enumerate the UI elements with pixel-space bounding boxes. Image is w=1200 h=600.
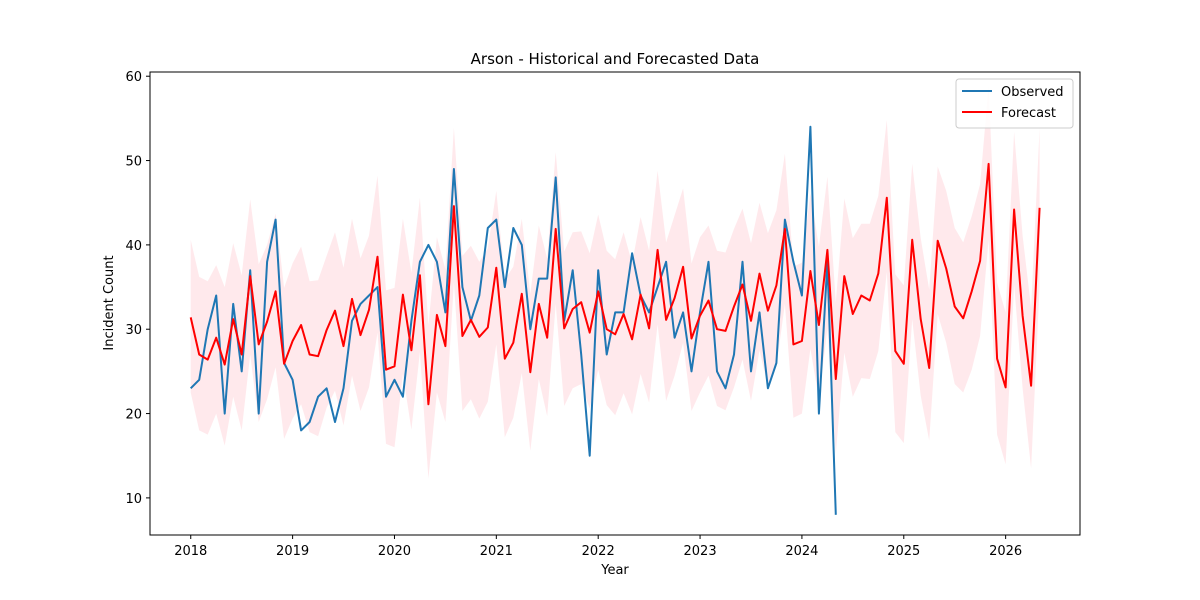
x-tick-label: 2026 — [989, 544, 1022, 559]
y-axis-label: Incident Count — [102, 255, 117, 350]
x-axis: 2018 2019 2020 2021 2022 2023 2024 2025 2026 — [174, 535, 1022, 559]
x-tick-label: 2023 — [684, 544, 717, 559]
x-tick-label: 2020 — [378, 544, 411, 559]
y-tick-label: 40 — [125, 239, 142, 254]
x-tick-label: 2018 — [174, 544, 207, 559]
y-tick-label: 60 — [125, 70, 142, 85]
y-tick-label: 30 — [125, 323, 142, 338]
forecast-series-line — [189, 162, 1041, 406]
x-tick-label: 2019 — [276, 544, 309, 559]
x-tick-label: 2021 — [480, 544, 513, 559]
x-tick-label: 2022 — [582, 544, 615, 559]
y-tick-label: 10 — [125, 492, 142, 507]
axes-frame — [149, 71, 1081, 536]
y-tick-label: 50 — [125, 155, 142, 170]
plot-area — [189, 85, 1041, 515]
x-tick-label: 2025 — [887, 544, 920, 559]
x-tick-label: 2024 — [785, 544, 818, 559]
legend-observed-label: Observed — [1001, 85, 1064, 100]
forecast-confidence-band — [190, 85, 1040, 479]
legend: Observed Forecast — [955, 78, 1074, 129]
x-axis-label: Year — [600, 563, 629, 578]
observed-series-line — [189, 125, 837, 515]
y-axis: 10 20 30 40 50 60 — [125, 70, 150, 507]
legend-forecast-label: Forecast — [1001, 106, 1056, 121]
chart-title: Arson - Historical and Forecasted Data — [471, 50, 760, 68]
y-tick-label: 20 — [125, 408, 142, 423]
